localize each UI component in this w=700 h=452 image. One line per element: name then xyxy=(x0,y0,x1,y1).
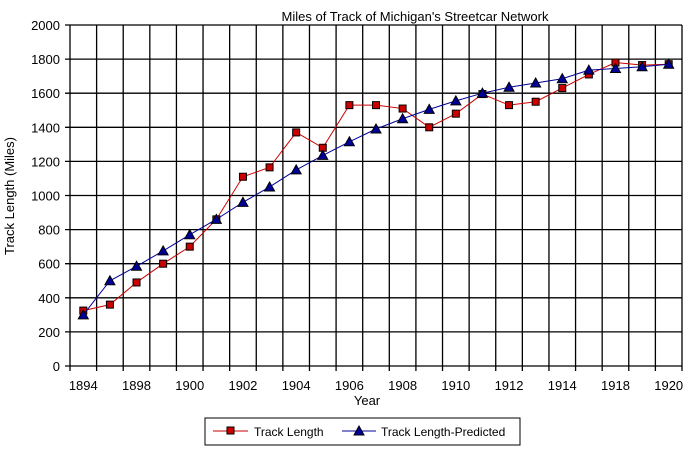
data-point-triangle xyxy=(423,103,436,114)
y-axis-label: Track Length (Miles) xyxy=(2,137,17,255)
data-point-square xyxy=(372,101,380,110)
x-tick-label: 1894 xyxy=(69,378,98,393)
data-point-triangle xyxy=(583,64,595,75)
series-group xyxy=(77,58,675,320)
x-tick-label: 1898 xyxy=(122,378,151,393)
data-point-triangle xyxy=(476,87,489,98)
data-point-square xyxy=(398,104,407,113)
data-point-triangle xyxy=(237,196,249,207)
data-point-triangle xyxy=(316,149,329,160)
y-tick-label: 600 xyxy=(38,257,60,272)
data-point-triangle xyxy=(503,81,515,92)
x-tick-label: 1906 xyxy=(335,378,364,393)
legend: Track Length Track Length-Predicted xyxy=(204,417,521,446)
x-tick-label: 1908 xyxy=(388,378,417,393)
legend-square-marker xyxy=(226,426,235,435)
data-point-square xyxy=(345,101,354,110)
data-point-square xyxy=(505,101,514,110)
data-point-triangle xyxy=(130,260,143,271)
chart-title: Miles of Track of Michigan's Streetcar N… xyxy=(282,9,549,24)
data-point-triangle xyxy=(183,228,196,240)
data-point-square xyxy=(105,300,114,309)
data-point-triangle xyxy=(396,112,409,124)
y-axis: 0 200 400 600 800 1000 1200 1400 1600 1800 2000 xyxy=(31,18,60,374)
data-point-square xyxy=(558,84,567,93)
data-point-triangle xyxy=(609,62,622,73)
data-point-triangle xyxy=(77,308,90,320)
y-tick-label: 2000 xyxy=(31,18,60,33)
x-axis-label: Year xyxy=(354,393,381,408)
legend-label-track-length: Track Length xyxy=(254,425,324,439)
data-point-triangle xyxy=(343,135,356,147)
series-line-track-length xyxy=(83,61,669,312)
data-point-square xyxy=(185,242,194,251)
data-point-triangle xyxy=(556,72,569,84)
x-tick-label: 1918 xyxy=(601,378,630,393)
data-point-triangle xyxy=(449,94,462,106)
data-point-square xyxy=(451,109,460,118)
x-tick-label: 1910 xyxy=(441,378,470,393)
y-tick-label: 200 xyxy=(38,325,60,340)
y-tick-label: 0 xyxy=(53,359,60,374)
y-tick-label: 1800 xyxy=(31,52,60,67)
legend-triangle-marker xyxy=(353,424,365,436)
x-tick-label: 1902 xyxy=(228,378,257,393)
data-point-triangle xyxy=(290,163,303,175)
y-tick-label: 1000 xyxy=(31,189,60,204)
x-tick-label: 1900 xyxy=(175,378,204,393)
data-point-square xyxy=(265,163,274,172)
data-point-square xyxy=(159,259,168,268)
data-point-triangle xyxy=(636,60,648,72)
x-tick-label: 1912 xyxy=(495,378,524,393)
x-tick-label: 1920 xyxy=(654,378,683,393)
legend-label-predicted: Track Length-Predicted xyxy=(381,425,505,439)
x-tick-label: 1914 xyxy=(548,378,577,393)
data-point-triangle xyxy=(662,58,675,69)
data-point-square xyxy=(531,97,540,106)
y-tick-label: 1600 xyxy=(31,86,60,101)
data-point-triangle xyxy=(263,180,276,192)
data-point-triangle xyxy=(210,213,223,224)
y-tick-label: 400 xyxy=(38,291,60,306)
data-point-square xyxy=(425,123,434,132)
data-point-triangle xyxy=(157,244,169,256)
x-tick-label: 1904 xyxy=(282,378,311,393)
data-point-triangle xyxy=(104,274,116,286)
y-tick-label: 1400 xyxy=(31,120,60,135)
data-point-triangle xyxy=(370,122,382,134)
y-tick-label: 1200 xyxy=(31,154,60,169)
y-tick-label: 800 xyxy=(38,223,60,238)
data-point-triangle xyxy=(529,76,542,88)
data-point-square xyxy=(292,128,301,137)
data-point-square xyxy=(238,172,247,181)
x-axis: 1894 1898 1900 1902 1904 1906 1908 1910 1912 1914… xyxy=(69,378,683,393)
data-point-square xyxy=(132,278,141,287)
